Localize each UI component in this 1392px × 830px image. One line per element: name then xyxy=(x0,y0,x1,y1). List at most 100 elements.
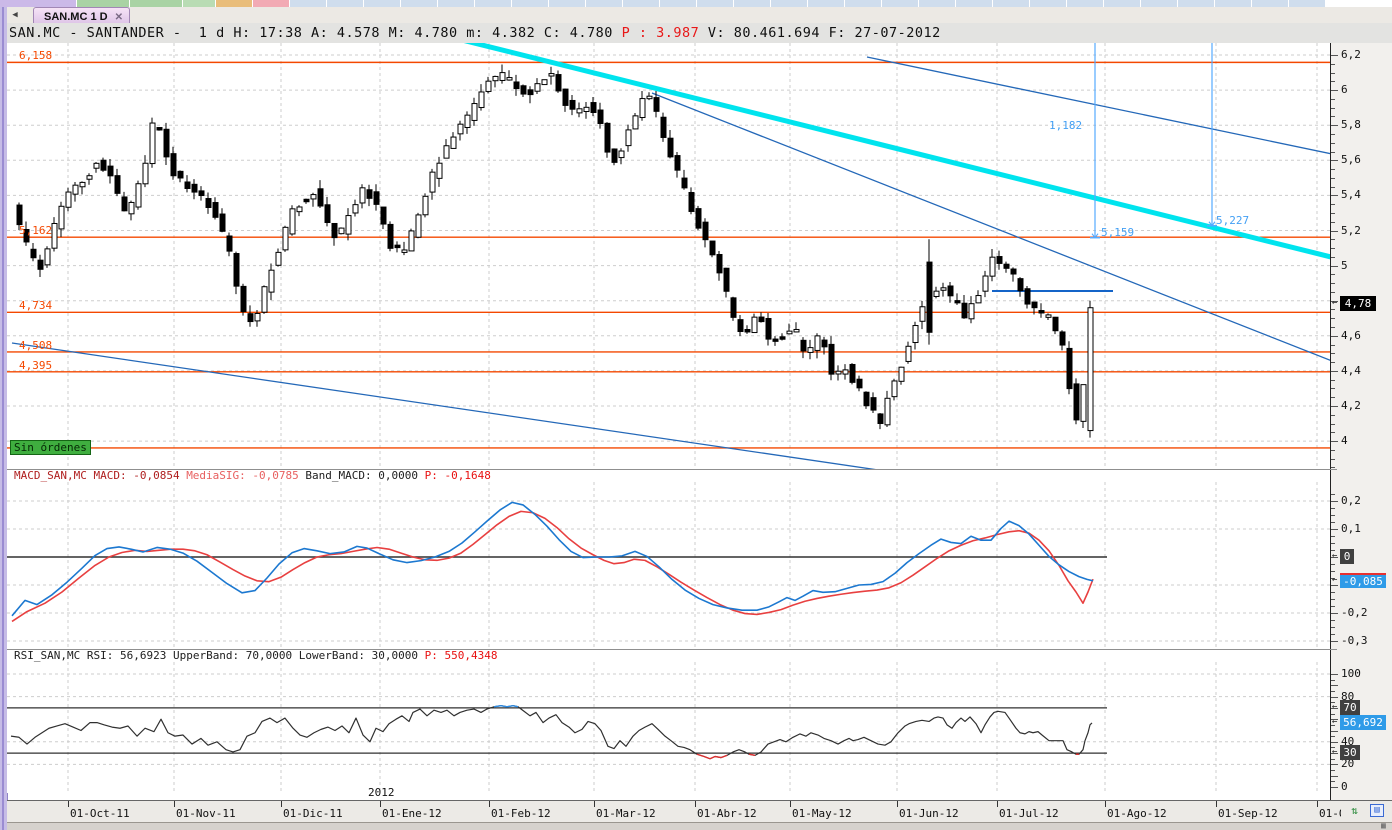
axis-tick xyxy=(1331,599,1335,600)
axis-tick xyxy=(1331,414,1335,416)
workspace-color-segment[interactable] xyxy=(364,0,401,7)
date-label: 01-Dic-11 xyxy=(283,807,343,820)
workspace-color-segment[interactable] xyxy=(771,0,808,7)
rsi-axis-label: 80 xyxy=(1341,689,1355,703)
axis-tick xyxy=(1331,730,1338,732)
rsi-header-text: LowerBand: 30,0000 xyxy=(298,649,425,662)
resize-grip-icon[interactable]: ▦ xyxy=(1381,821,1386,830)
axis-tick xyxy=(1331,679,1335,681)
workspace-color-segment[interactable] xyxy=(216,0,253,7)
axis-tick xyxy=(1331,388,1335,390)
axis-tick xyxy=(1331,265,1338,267)
workspace-color-segment[interactable] xyxy=(734,0,771,7)
date-label: 01-Jun-12 xyxy=(899,807,959,820)
price-axis[interactable]: 6,265,85,65,45,254,64,44,243,8←4,78 xyxy=(1330,43,1392,482)
workspace-color-segment[interactable] xyxy=(1030,0,1067,7)
chart-tab[interactable]: SAN.MC 1 D ✕ xyxy=(33,7,130,25)
date-axis[interactable]: 01-Oct-11 01-Nov-11 01-Dic-11 01-Ene-12 01-F… xyxy=(7,800,1392,823)
level-label: 4,508 xyxy=(19,338,53,352)
axis-tick xyxy=(1331,239,1335,241)
workspace-color-segment[interactable] xyxy=(512,0,549,7)
date-tick xyxy=(489,801,490,807)
workspace-color-segment[interactable] xyxy=(1104,0,1141,7)
workspace-color-segment[interactable] xyxy=(1067,0,1104,7)
orders-status-badge[interactable]: Sin órdenes xyxy=(10,439,91,455)
workspace-color-segment[interactable] xyxy=(845,0,882,7)
workspace-color-segment[interactable] xyxy=(253,0,290,7)
price-chart-panel[interactable]: 6,158 5,162 4,734 4,508 4,395 1,182 5,159 5,227… xyxy=(7,34,1348,472)
date-label: 01-Feb-12 xyxy=(491,807,551,820)
date-tick xyxy=(1216,801,1217,807)
workspace-color-segment[interactable] xyxy=(130,0,183,7)
axis-tick xyxy=(1331,256,1335,258)
date-tick xyxy=(281,801,282,807)
price-axis-label: 5,8 xyxy=(1341,118,1361,132)
rsi-axis-label: 100 xyxy=(1341,667,1361,680)
workspace-color-segment[interactable] xyxy=(475,0,512,7)
rsi-chart-panel[interactable] xyxy=(7,662,1330,793)
workspace-color-segment[interactable] xyxy=(1289,0,1326,7)
workspace-color-segment[interactable] xyxy=(697,0,734,7)
workspace-color-segment[interactable] xyxy=(1141,0,1178,7)
axis-tick xyxy=(1331,55,1338,56)
workspace-color-segment[interactable] xyxy=(882,0,919,7)
price-axis-label: 4,2 xyxy=(1341,399,1361,412)
macd-header: MACD_SAN,MC MACD: -0,0854 MediaSIG: -0,0… xyxy=(7,469,1337,483)
axis-tick xyxy=(1331,230,1338,232)
quote-header-bar: SAN.MC - SANTANDER - 1 d H: 17:38 A: 4.5… xyxy=(7,23,1392,44)
axis-tick xyxy=(1331,125,1338,127)
workspace-color-segment[interactable] xyxy=(183,0,216,7)
rsi-axis[interactable]: 100 80 40 20 0 ← 70 ← 30 ← 56,692 xyxy=(1330,650,1392,800)
workspace-color-segment[interactable] xyxy=(549,0,586,7)
axis-tick xyxy=(1331,606,1335,607)
workspace-color-segment[interactable] xyxy=(956,0,993,7)
price-axis-label: 4,6 xyxy=(1341,328,1361,342)
workspace-color-segment[interactable] xyxy=(586,0,623,7)
workspace-color-segment[interactable] xyxy=(438,0,475,7)
rsi-header: RSI_SAN,MC RSI: 56,6923 UpperBand: 70,00… xyxy=(7,649,1337,663)
price-axis-label: 6,2 xyxy=(1341,48,1361,61)
axis-tick xyxy=(1331,787,1338,788)
workspace-color-segment[interactable] xyxy=(660,0,697,7)
workspace-color-segment[interactable] xyxy=(808,0,845,7)
workspace-color-segment[interactable] xyxy=(623,0,660,7)
axis-tick xyxy=(1331,379,1335,381)
axis-tick xyxy=(1331,116,1335,118)
year-label: 2012 xyxy=(368,786,395,799)
workspace-color-segment[interactable] xyxy=(1252,0,1289,7)
axis-tick xyxy=(1331,221,1335,223)
axis-tick xyxy=(1331,592,1335,593)
axis-tick xyxy=(1331,142,1335,144)
workspace-color-segment[interactable] xyxy=(0,0,77,7)
workspace-color-segment[interactable] xyxy=(77,0,130,7)
axis-tick xyxy=(1331,362,1335,364)
workspace-color-segment[interactable] xyxy=(919,0,956,7)
axis-tick xyxy=(1331,702,1335,704)
axis-tick xyxy=(1331,501,1338,502)
measure-level-label: 5,227 xyxy=(1216,213,1250,227)
level-label: 4,395 xyxy=(19,358,53,372)
measure-level-label: 5,159 xyxy=(1101,225,1135,239)
tab-scroll-left-icon[interactable]: ◀ xyxy=(12,10,18,20)
workspace-color-segment[interactable] xyxy=(290,0,327,7)
price-axis-label: 5,6 xyxy=(1341,153,1361,167)
workspace-color-segment[interactable] xyxy=(327,0,364,7)
axis-tick xyxy=(1331,685,1338,687)
zero-arrow: ← xyxy=(1332,551,1338,561)
workspace-color-segment[interactable] xyxy=(1215,0,1252,7)
macd-axis[interactable]: 0,2 0,1 -0,2 -0,3 ← 0 ← -0,085 xyxy=(1330,470,1392,650)
save-icon[interactable]: ▤ xyxy=(1370,804,1384,817)
workspace-color-segment[interactable] xyxy=(401,0,438,7)
axis-tick xyxy=(1331,81,1335,83)
quote-header-text: V: 80.461.694 F: 27-07-2012 xyxy=(707,25,941,41)
workspace-color-segment[interactable] xyxy=(993,0,1030,7)
macd-chart-panel[interactable] xyxy=(7,482,1330,650)
axis-tick xyxy=(1331,204,1335,206)
date-label: 01-Jul-12 xyxy=(999,807,1059,820)
axis-tick xyxy=(1331,557,1338,558)
horizontal-scrollbar[interactable] xyxy=(7,822,1392,830)
sort-arrows-icon[interactable]: ⇅ xyxy=(1351,804,1358,817)
workspace-color-segment[interactable] xyxy=(1178,0,1215,7)
axis-tick xyxy=(1331,169,1335,171)
tab-close-icon[interactable]: ✕ xyxy=(114,11,123,23)
